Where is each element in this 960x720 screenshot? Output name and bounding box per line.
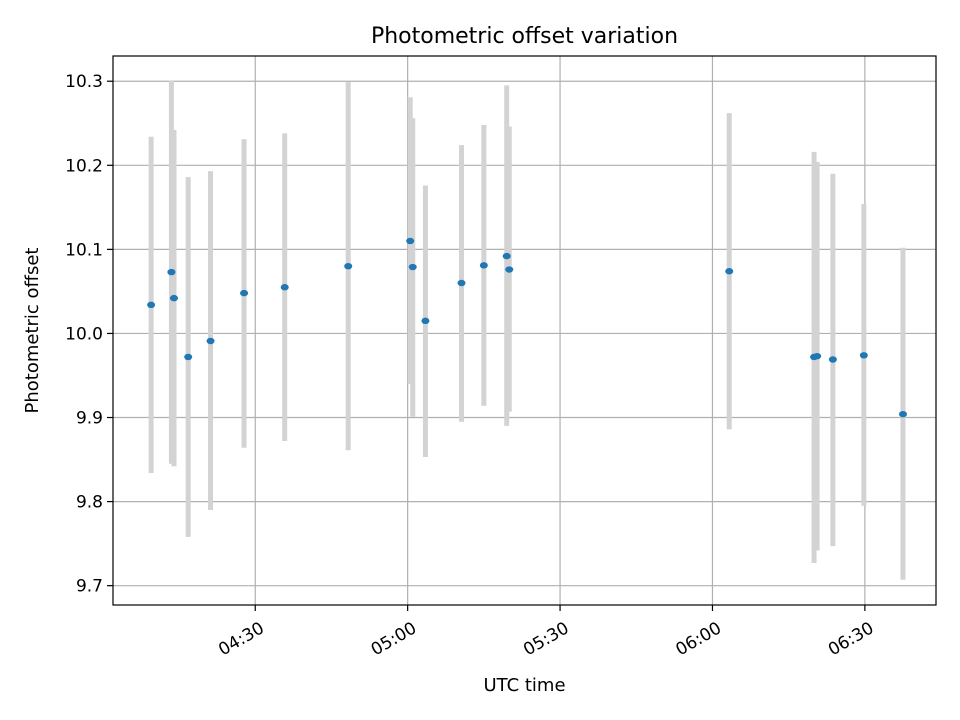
- x-axis-label: UTC time: [483, 675, 565, 696]
- data-point: [280, 284, 289, 291]
- y-axis-label: Photometric offset: [22, 248, 43, 414]
- x-tick-label: 06:30: [825, 618, 877, 660]
- data-point: [147, 301, 156, 309]
- data-point: [184, 353, 193, 361]
- y-tick-label: 9.7: [76, 577, 103, 597]
- x-tick-label: 05:00: [368, 618, 420, 660]
- y-tick-label: 9.9: [76, 409, 103, 429]
- y-tick-label: 10.2: [65, 156, 103, 176]
- data-point: [169, 294, 178, 302]
- data-point: [206, 337, 215, 345]
- data-point: [859, 352, 868, 359]
- data-point: [479, 262, 488, 269]
- data-point: [502, 252, 511, 260]
- x-tick-label: 04:30: [215, 618, 267, 660]
- error-bars: [148, 80, 906, 580]
- data-point: [408, 263, 417, 271]
- x-tick-label: 06:00: [673, 618, 725, 660]
- y-tick-label: 10.0: [65, 324, 103, 344]
- data-point: [240, 289, 249, 297]
- data-point: [457, 279, 466, 287]
- grid: [113, 56, 936, 605]
- data-point: [898, 410, 907, 418]
- data-point: [813, 352, 822, 360]
- data-point: [406, 237, 415, 245]
- data-point: [828, 356, 837, 363]
- data-point: [167, 268, 176, 276]
- data-point: [725, 268, 734, 275]
- y-tick-label: 10.1: [65, 240, 103, 260]
- chart-title: Photometric offset variation: [371, 24, 678, 49]
- y-tick-label: 10.3: [65, 72, 103, 92]
- data-points: [147, 237, 907, 418]
- plot-frame: [112, 55, 937, 606]
- data-point: [344, 262, 353, 270]
- y-tick-label: 9.8: [76, 493, 103, 513]
- data-point: [505, 266, 514, 273]
- data-point: [421, 317, 430, 325]
- x-tick-label: 05:30: [520, 618, 572, 660]
